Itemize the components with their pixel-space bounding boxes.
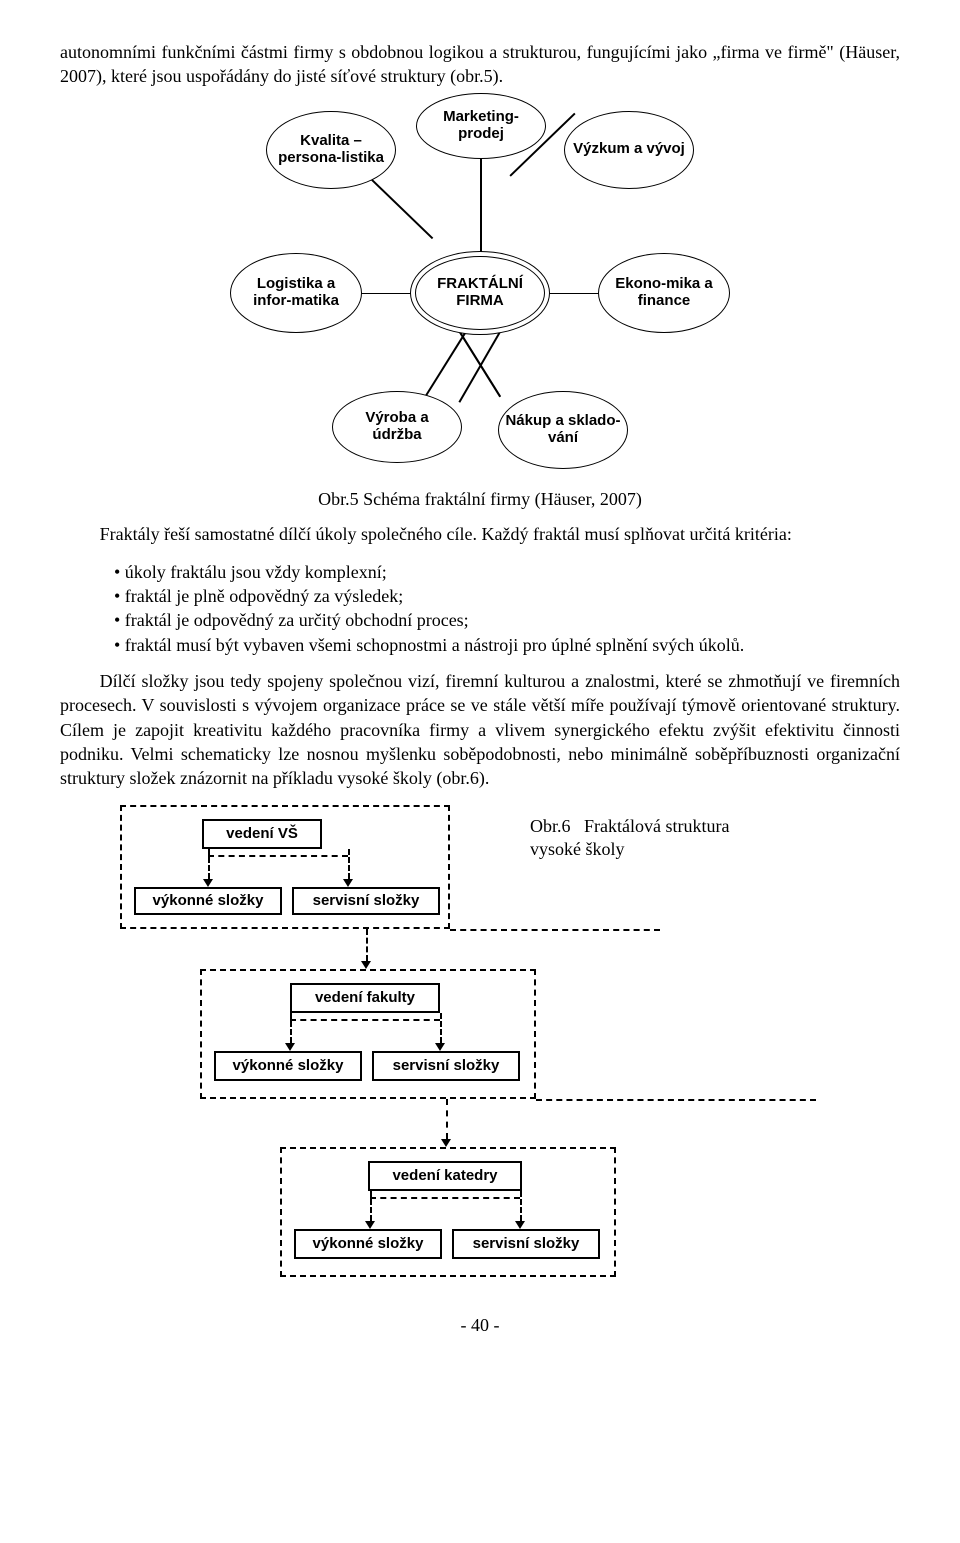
node-label: FRAKTÁLNÍ FIRMA [424, 276, 536, 309]
diagram1-caption: Obr.5 Schéma fraktální firmy (Häuser, 20… [60, 489, 900, 510]
criteria-list: • úkoly fraktálu jsou vždy komplexní; • … [114, 560, 900, 657]
node-label: Logistika a infor-matika [237, 276, 355, 309]
node-nakup: Nákup a sklado-vání [498, 391, 628, 469]
node-label: Ekono-mika a finance [605, 276, 723, 309]
box-label: vedení fakulty [315, 989, 415, 1006]
caption-label: Obr.6 [530, 815, 584, 838]
node-label: Marketing-prodej [423, 109, 539, 142]
box-label: servisní složky [313, 892, 420, 909]
criteria-paragraph: Fraktály řeší samostatné dílčí úkoly spo… [60, 522, 900, 546]
page-number: - 40 - [60, 1315, 900, 1336]
node-label: Výzkum a vývoj [573, 141, 685, 158]
node-ekonomika: Ekono-mika a finance [598, 253, 730, 333]
node-label: Kvalita – persona-listika [273, 133, 389, 166]
node-vyzkum: Výzkum a vývoj [564, 111, 694, 189]
list-item: • fraktál je odpovědný za určitý obchodn… [114, 608, 900, 632]
box-label: výkonné složky [233, 1057, 344, 1074]
box-vs-service: servisní složky [292, 887, 440, 915]
box-label: vedení katedry [392, 1167, 497, 1184]
node-logistika: Logistika a infor-matika [230, 253, 362, 333]
fractal-company-diagram: Kvalita – persona-listika Marketing-prod… [210, 103, 750, 483]
list-item: • fraktál musí být vybaven všemi schopno… [114, 633, 900, 657]
summary-paragraph: Dílčí složky jsou tedy spojeny společnou… [60, 669, 900, 790]
node-label: Nákup a sklado-vání [505, 413, 621, 446]
list-item: • úkoly fraktálu jsou vždy komplexní; [114, 560, 900, 584]
box-katedra-exec: výkonné složky [294, 1229, 442, 1259]
box-label: servisní složky [473, 1235, 580, 1252]
intro-paragraph: autonomními funkčními částmi firmy s obd… [60, 40, 900, 89]
box-katedra-service: servisní složky [452, 1229, 600, 1259]
box-label: výkonné složky [153, 892, 264, 909]
box-fakulta-head: vedení fakulty [290, 983, 440, 1013]
box-fakulta-service: servisní složky [372, 1051, 520, 1081]
box-vs-head: vedení VŠ [202, 819, 322, 849]
node-kvalita: Kvalita – persona-listika [266, 111, 396, 189]
box-fakulta-exec: výkonné složky [214, 1051, 362, 1081]
box-label: výkonné složky [313, 1235, 424, 1252]
box-label: servisní složky [393, 1057, 500, 1074]
box-vs-exec: výkonné složky [134, 887, 282, 915]
node-label: Výroba a údržba [339, 410, 455, 443]
diagram2-caption: Obr.6Fraktálová struktura vysoké školy [530, 815, 740, 862]
box-label: vedení VŠ [226, 825, 298, 842]
university-structure-diagram: vedení VŠ výkonné složky servisní složky… [100, 805, 860, 1295]
node-vyroba: Výroba a údržba [332, 391, 462, 463]
list-item: • fraktál je plně odpovědný za výsledek; [114, 584, 900, 608]
node-marketing: Marketing-prodej [416, 93, 546, 159]
box-katedra-head: vedení katedry [368, 1161, 522, 1191]
node-center: FRAKTÁLNÍ FIRMA [410, 251, 550, 335]
